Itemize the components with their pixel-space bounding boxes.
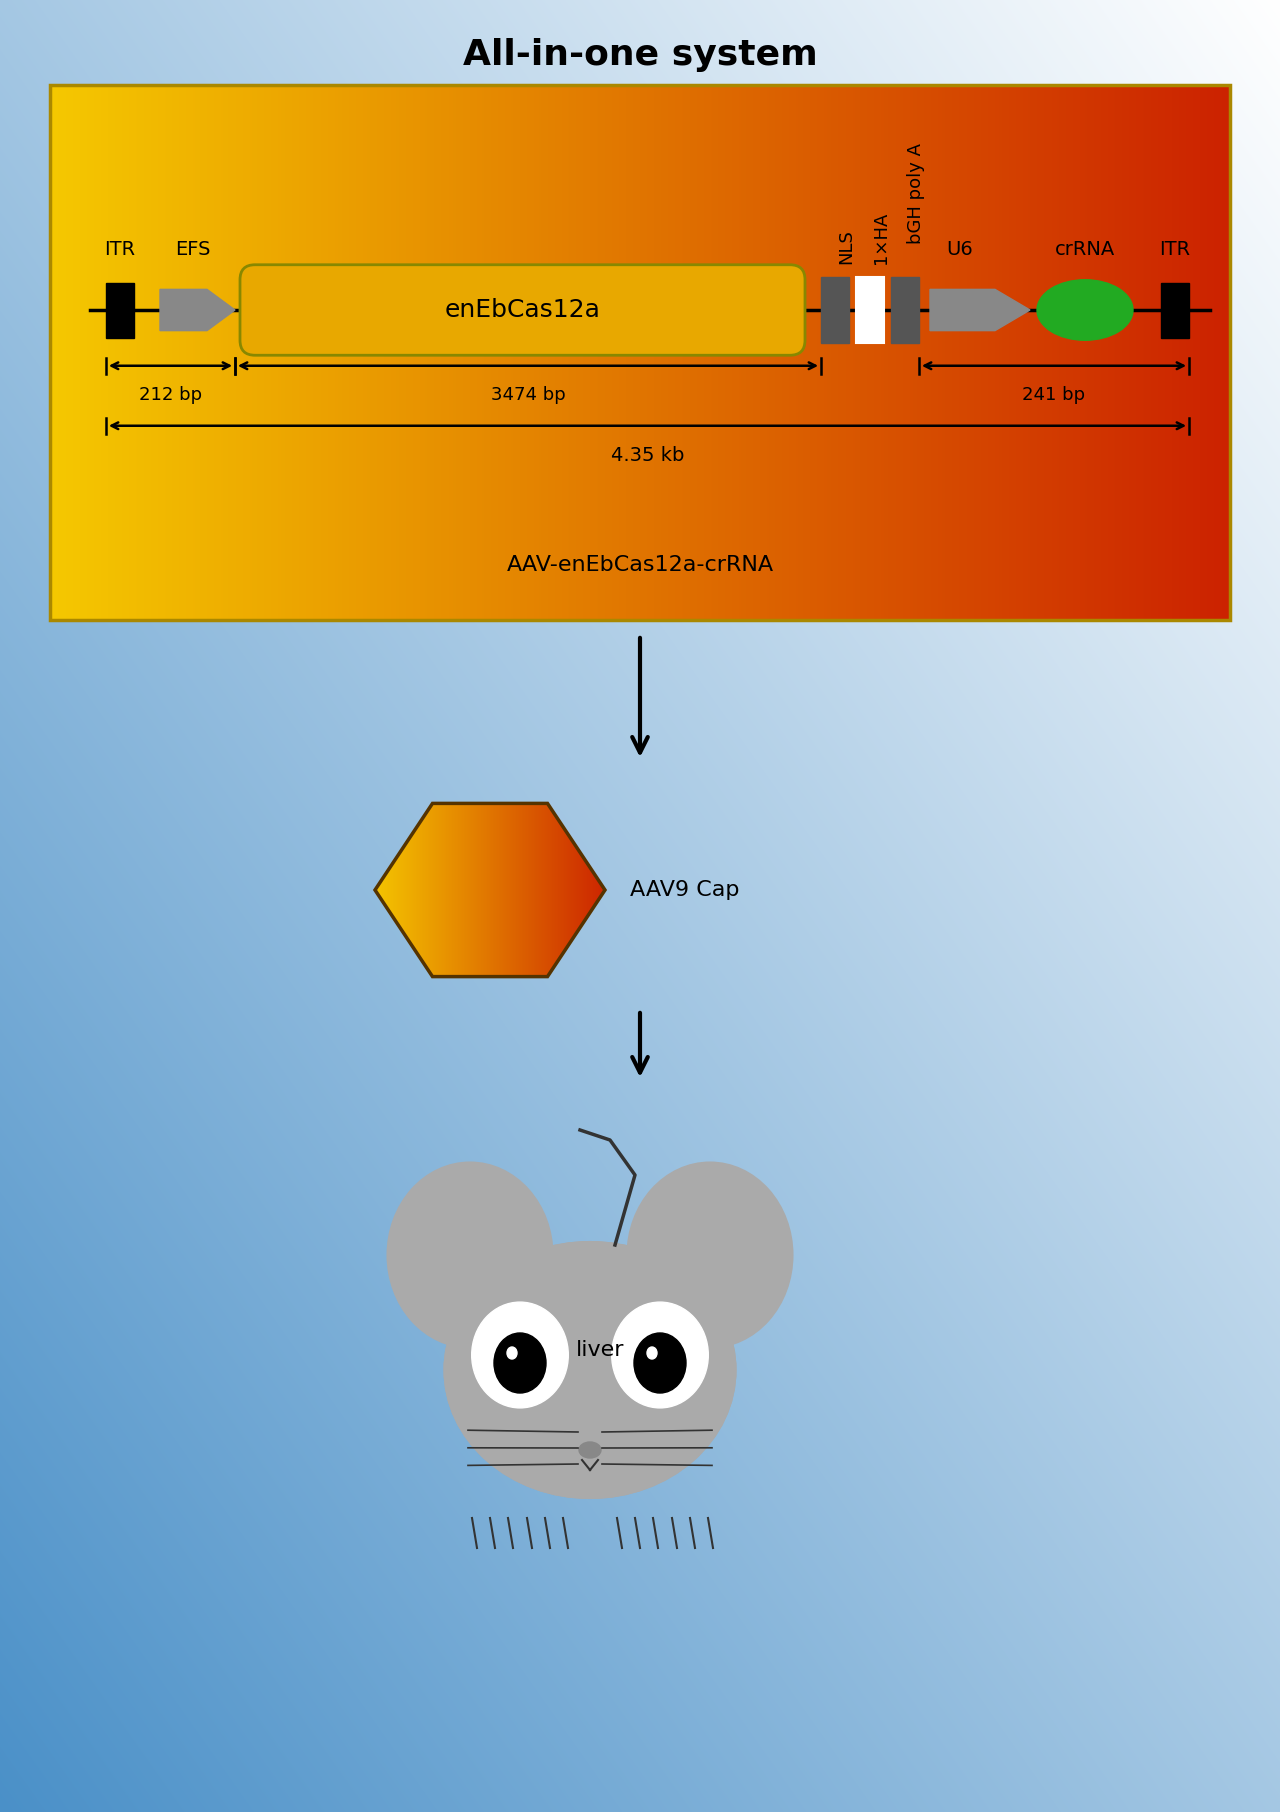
Text: AAV-enEbCas12a-crRNA: AAV-enEbCas12a-crRNA — [507, 554, 773, 574]
Ellipse shape — [579, 1442, 602, 1459]
Text: EFS: EFS — [175, 241, 210, 259]
Text: 4.35 kb: 4.35 kb — [611, 446, 685, 464]
Ellipse shape — [507, 1346, 517, 1359]
Ellipse shape — [628, 1163, 792, 1346]
Bar — [1161, 283, 1189, 337]
Ellipse shape — [388, 1163, 552, 1346]
Text: AAV9 Cap: AAV9 Cap — [630, 881, 740, 901]
Text: NLS: NLS — [837, 230, 855, 265]
Text: 241 bp: 241 bp — [1023, 386, 1085, 404]
FancyBboxPatch shape — [241, 265, 805, 355]
Text: 3474 bp: 3474 bp — [490, 386, 566, 404]
Ellipse shape — [1037, 279, 1133, 341]
FancyArrow shape — [931, 290, 1030, 330]
Text: bGH poly A: bGH poly A — [908, 143, 925, 245]
Ellipse shape — [612, 1303, 708, 1408]
Bar — [106, 283, 134, 337]
Bar — [50, 85, 1230, 620]
Ellipse shape — [646, 1346, 657, 1359]
Text: enEbCas12a: enEbCas12a — [444, 297, 600, 323]
Bar — [856, 277, 884, 342]
Text: 1×HA: 1×HA — [872, 212, 890, 265]
Text: ITR: ITR — [1160, 241, 1190, 259]
Text: ITR: ITR — [105, 241, 136, 259]
Bar — [820, 277, 849, 342]
Ellipse shape — [445, 1243, 735, 1497]
Text: All-in-one system: All-in-one system — [462, 38, 818, 72]
Text: U6: U6 — [947, 241, 973, 259]
Text: crRNA: crRNA — [1055, 241, 1115, 259]
Ellipse shape — [445, 1243, 735, 1497]
Ellipse shape — [472, 1303, 568, 1408]
Bar — [891, 277, 919, 342]
Ellipse shape — [494, 1334, 547, 1393]
Text: liver: liver — [576, 1341, 625, 1361]
Ellipse shape — [634, 1334, 686, 1393]
Text: 212 bp: 212 bp — [140, 386, 202, 404]
FancyArrow shape — [160, 290, 236, 330]
